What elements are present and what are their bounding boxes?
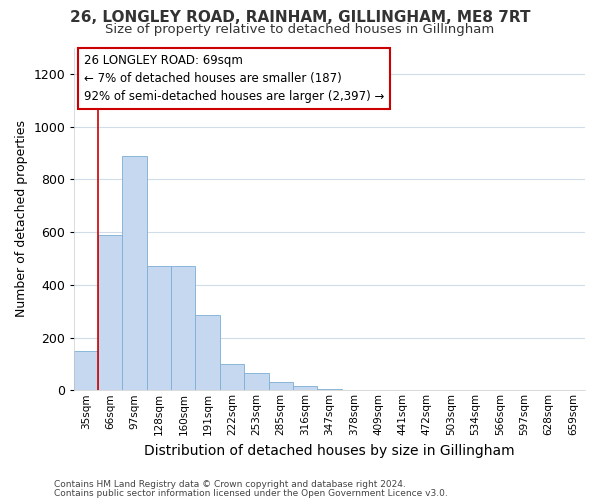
Bar bbox=[317, 389, 341, 390]
Bar bbox=[293, 386, 317, 390]
Text: Contains HM Land Registry data © Crown copyright and database right 2024.: Contains HM Land Registry data © Crown c… bbox=[54, 480, 406, 489]
Bar bbox=[171, 266, 196, 390]
Text: 26 LONGLEY ROAD: 69sqm
← 7% of detached houses are smaller (187)
92% of semi-det: 26 LONGLEY ROAD: 69sqm ← 7% of detached … bbox=[84, 54, 385, 104]
Bar bbox=[147, 266, 171, 390]
Bar bbox=[122, 156, 147, 390]
Y-axis label: Number of detached properties: Number of detached properties bbox=[15, 120, 28, 318]
Bar bbox=[98, 234, 122, 390]
Text: 26, LONGLEY ROAD, RAINHAM, GILLINGHAM, ME8 7RT: 26, LONGLEY ROAD, RAINHAM, GILLINGHAM, M… bbox=[70, 10, 530, 25]
Text: Size of property relative to detached houses in Gillingham: Size of property relative to detached ho… bbox=[106, 22, 494, 36]
Bar bbox=[269, 382, 293, 390]
Bar bbox=[74, 350, 98, 391]
Bar bbox=[196, 315, 220, 390]
Bar bbox=[244, 373, 269, 390]
X-axis label: Distribution of detached houses by size in Gillingham: Distribution of detached houses by size … bbox=[144, 444, 515, 458]
Bar bbox=[220, 364, 244, 390]
Text: Contains public sector information licensed under the Open Government Licence v3: Contains public sector information licen… bbox=[54, 489, 448, 498]
